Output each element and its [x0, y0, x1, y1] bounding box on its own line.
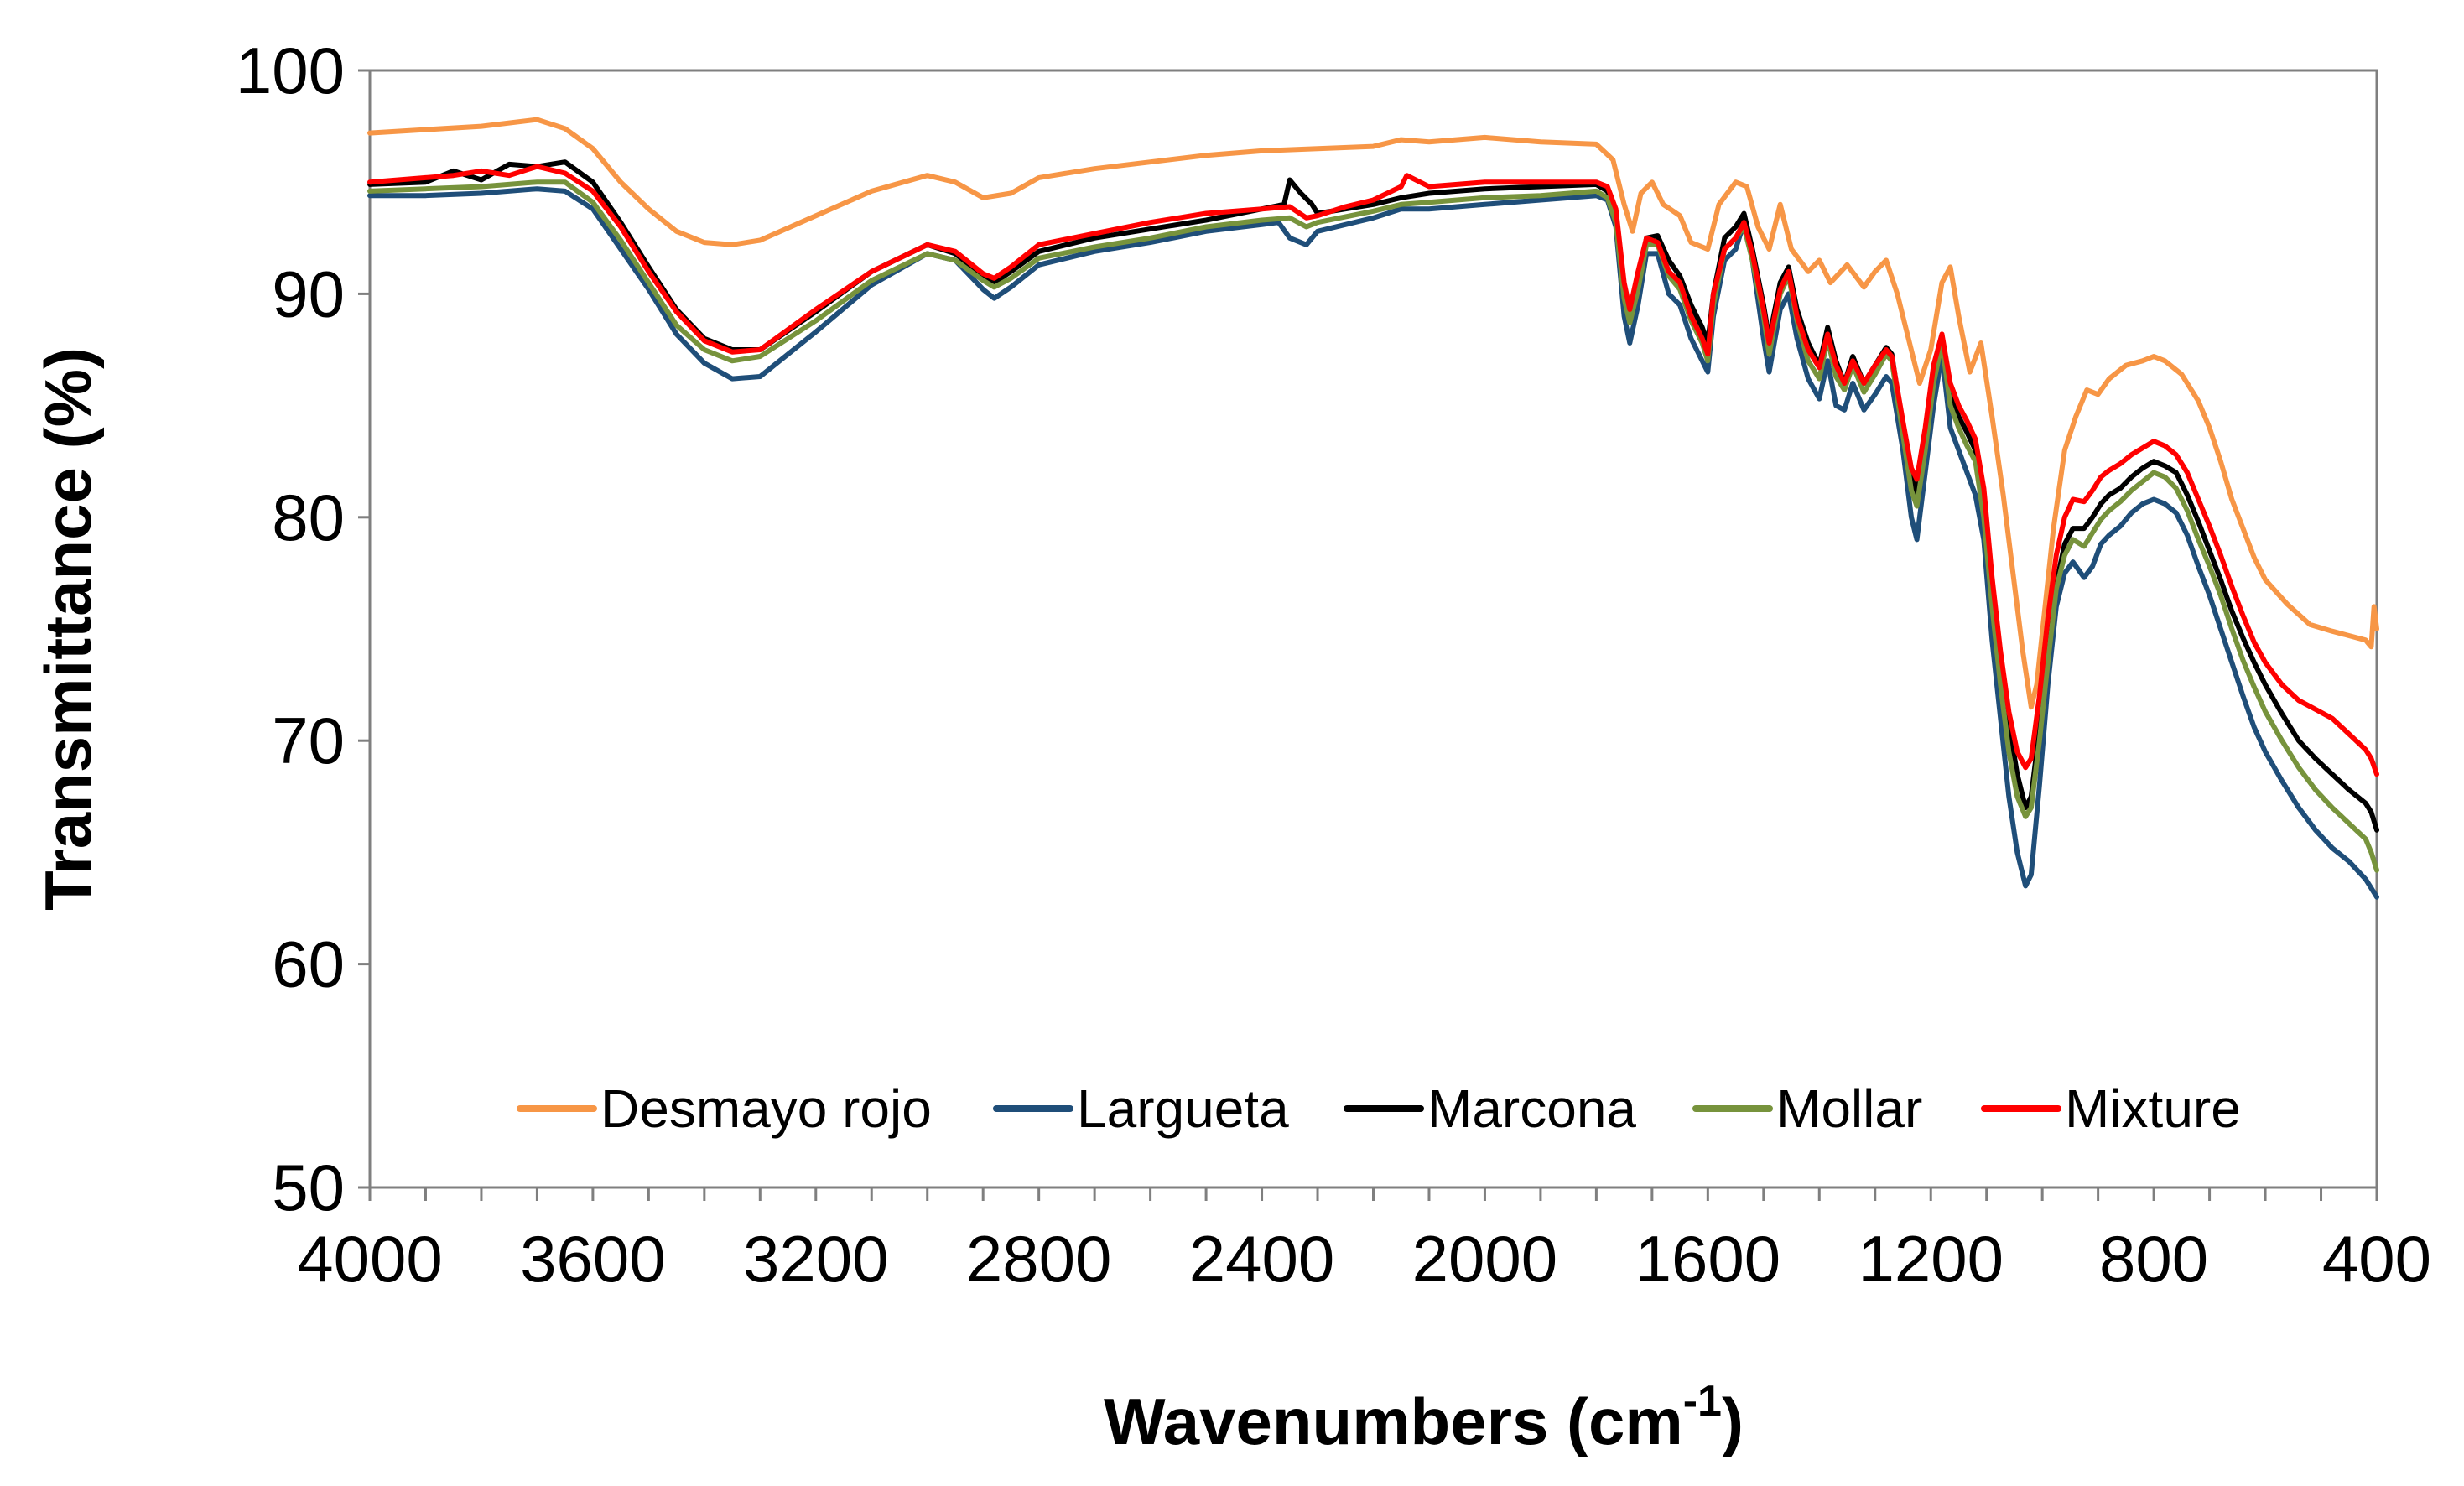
- x-tick-label-800: 800: [2099, 1222, 2208, 1296]
- y-tick-label-70: 70: [272, 704, 345, 777]
- series-line-mixture: [367, 164, 2379, 777]
- x-tick-label-1200: 1200: [1858, 1222, 2004, 1296]
- x-tick-label-2000: 2000: [1412, 1222, 1558, 1296]
- legend-label-largueta: Largueta: [1077, 1078, 1289, 1139]
- x-axis-title-superscript: -1: [1683, 1377, 1722, 1426]
- y-tick-label-90: 90: [272, 257, 345, 330]
- x-tick-label-3200: 3200: [743, 1222, 889, 1296]
- y-tick-label-50: 50: [272, 1151, 345, 1224]
- legend-label-mollar: Mollar: [1776, 1078, 1922, 1139]
- y-tick-label-60: 60: [272, 927, 345, 1001]
- x-tick-label-400: 400: [2322, 1222, 2431, 1296]
- x-axis-title: Wavenumbers (cm-1): [1104, 1377, 1744, 1458]
- legend-label-marcona: Marcona: [1427, 1078, 1636, 1139]
- x-tick-label-2800: 2800: [966, 1222, 1112, 1296]
- series-group: [367, 117, 2379, 900]
- x-tick-label-1600: 1600: [1635, 1222, 1781, 1296]
- legend: Desmayo rojo Largueta Marcona Mollar Mixture: [517, 1078, 2241, 1139]
- plot-area-frame: [368, 69, 2378, 1189]
- legend-label-mixture: Mixture: [2065, 1078, 2241, 1139]
- y-axis-title: Transmittance (%): [31, 347, 105, 911]
- legend-label-desmayo-rojo: Desmayo rojo: [600, 1078, 932, 1139]
- axis-titles: Transmittance (%) Wavenumbers (cm-1): [31, 347, 1744, 1458]
- y-tick-label-80: 80: [272, 481, 345, 554]
- axes-group: 50 60 70 80 90 100 4000 3600 3200 2800 2400 2000 160…: [236, 34, 2431, 1296]
- x-tick-label-4000: 4000: [297, 1222, 443, 1296]
- x-axis-title-suffix: ): [1722, 1385, 1744, 1458]
- y-tick-label-100: 100: [236, 34, 345, 107]
- x-tick-label-3600: 3600: [520, 1222, 666, 1296]
- x-tick-label-2400: 2400: [1189, 1222, 1335, 1296]
- series-line-marcona: [367, 159, 2379, 833]
- series-line-largueta: [367, 186, 2379, 900]
- series-line-desmayo-rojo: [367, 117, 2379, 710]
- series-line-mollar: [367, 179, 2379, 873]
- x-axis-title-main: Wavenumbers (cm: [1104, 1385, 1683, 1458]
